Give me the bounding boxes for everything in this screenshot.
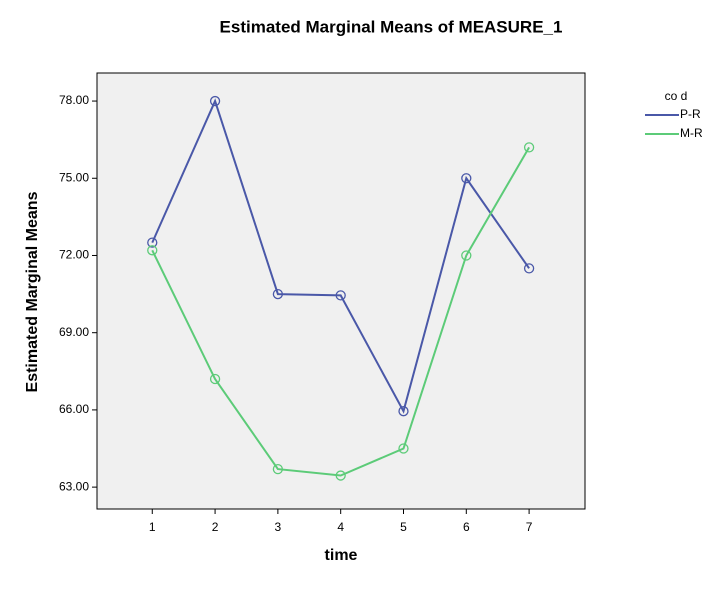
legend-label: P-R (680, 107, 701, 121)
point-marker (461, 250, 472, 261)
y-tick-label: 69.00 (59, 325, 89, 339)
point-marker (272, 463, 284, 475)
point-marker (335, 290, 346, 301)
y-tick-label: 63.00 (59, 479, 89, 493)
x-tick-label: 5 (400, 520, 407, 534)
point-marker (272, 288, 284, 300)
y-tick-label: 75.00 (59, 170, 89, 184)
point-marker (461, 173, 472, 184)
point-marker (147, 245, 158, 256)
x-tick-label: 6 (463, 520, 470, 534)
point-marker (398, 443, 409, 454)
series-line (151, 146, 530, 477)
point-marker (209, 95, 221, 107)
point-marker (209, 373, 221, 385)
y-tick-label: 66.00 (59, 402, 89, 416)
point-marker (335, 470, 346, 481)
point-marker (523, 263, 535, 274)
point-marker (398, 406, 409, 417)
chart-title: Estimated Marginal Means of MEASURE_1 (220, 17, 563, 36)
series-line (151, 98, 530, 414)
legend-label: M-R (680, 126, 703, 140)
x-tick-label: 1 (149, 520, 156, 534)
x-tick-label: 4 (337, 520, 344, 534)
y-tick-label: 72.00 (59, 248, 89, 262)
x-tick-label: 7 (526, 520, 533, 534)
x-tick-label: 3 (275, 520, 282, 534)
y-tick-label: 78.00 (59, 93, 89, 107)
point-marker (523, 142, 535, 153)
x-tick-label: 2 (212, 520, 219, 534)
y-axis-label: Estimated Marginal Means (24, 191, 41, 392)
x-axis-label: time (325, 547, 358, 564)
legend-title: co d (665, 89, 688, 103)
point-marker (147, 237, 158, 248)
